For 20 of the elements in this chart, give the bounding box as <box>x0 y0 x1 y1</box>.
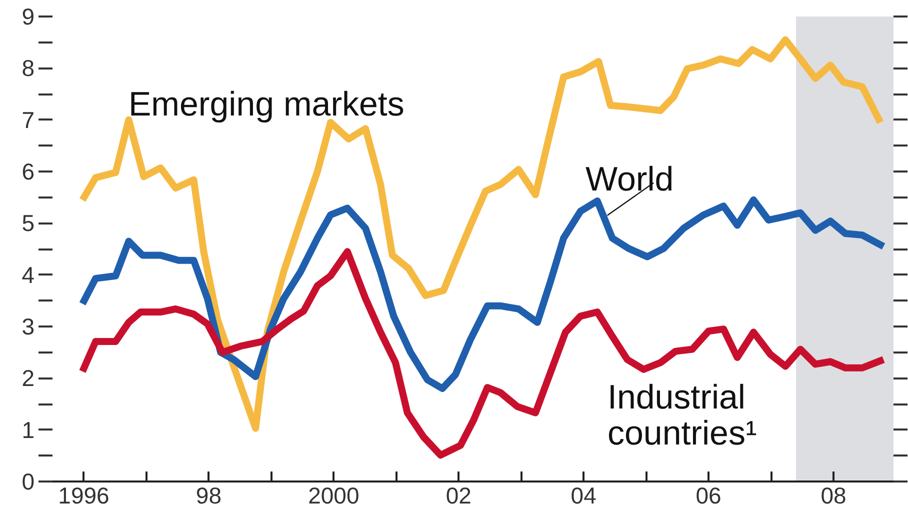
series-label: Industrial countries¹ <box>608 378 757 453</box>
x-tick-label: 1996 <box>58 482 110 508</box>
y-tick-label: 9 <box>22 4 35 30</box>
y-tick-label: 2 <box>22 365 35 392</box>
x-tick-label: 98 <box>196 482 222 508</box>
y-tick-label: 3 <box>22 314 35 340</box>
y-tick-label: 0 <box>22 468 35 494</box>
y-tick-label: 7 <box>22 106 35 133</box>
y-tick-label: 1 <box>22 416 35 443</box>
y-tick-label: 6 <box>22 158 35 184</box>
y-tick-label: 8 <box>22 55 35 82</box>
x-tick-label: 02 <box>446 482 472 508</box>
y-tick-label: 5 <box>22 210 35 236</box>
series-label: World <box>586 160 674 198</box>
x-tick-label: 04 <box>570 482 597 508</box>
x-tick-label: 2000 <box>308 482 360 508</box>
series-label: Emerging markets <box>128 86 404 124</box>
x-tick-label: 06 <box>696 482 722 508</box>
y-tick-label: 4 <box>22 262 35 288</box>
x-tick-label: 08 <box>820 482 846 508</box>
